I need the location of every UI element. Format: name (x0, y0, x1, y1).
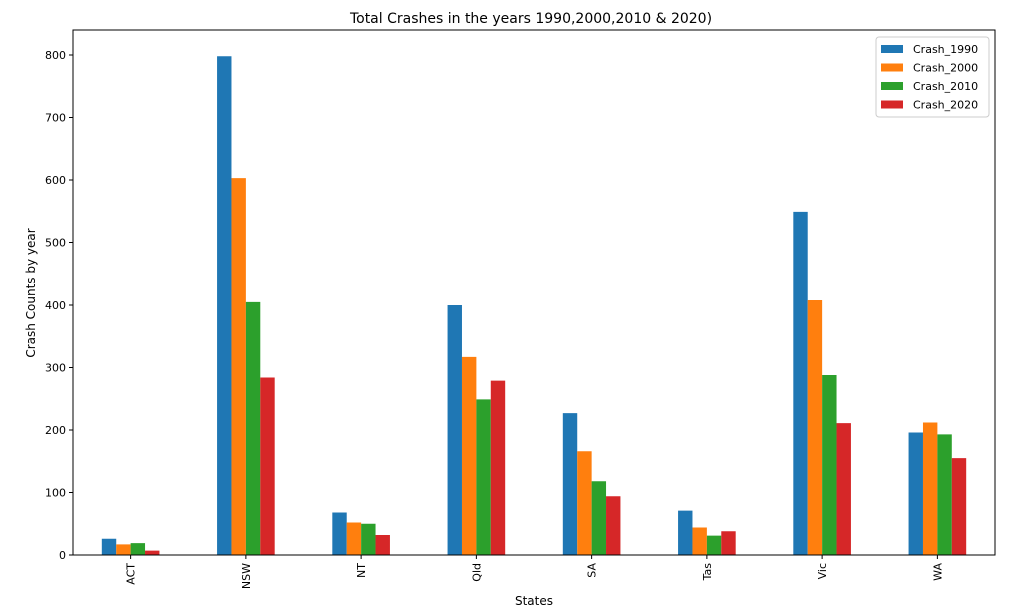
bar-nsw-crash-2000 (231, 178, 246, 556)
y-tick-label: 0 (59, 549, 66, 562)
bar-wa-crash-2020 (951, 458, 967, 556)
y-tick-label: 500 (45, 237, 66, 250)
x-tick-label-tas: Tas (701, 563, 714, 582)
legend-swatch-crash-2010 (881, 82, 903, 90)
chart-title: Total Crashes in the years 1990,2000,201… (349, 11, 712, 27)
bar-vic-crash-2020 (836, 423, 851, 556)
y-tick-label: 300 (45, 362, 66, 375)
y-axis: 0 100 200 300 400 500 600 700 800 (45, 49, 73, 562)
bar-vic-crash-2000 (807, 300, 823, 555)
bar-act-crash-2000 (116, 544, 131, 556)
bar-qld-crash-2020 (490, 380, 506, 556)
bar-sa-crash-2020 (606, 496, 621, 555)
bar-nsw-crash-1990 (217, 56, 232, 555)
bar-tas-crash-2020 (721, 531, 736, 555)
bars-group (101, 56, 967, 556)
bar-tas-crash-2010 (706, 535, 722, 556)
bar-act-crash-2010 (130, 543, 146, 556)
bar-vic-crash-2010 (822, 375, 837, 555)
bar-wa-crash-1990 (908, 432, 923, 555)
bar-wa-crash-2010 (937, 434, 952, 556)
legend-box (875, 36, 990, 118)
x-tick-label-act: ACT (125, 563, 138, 585)
bar-qld-crash-2010 (476, 399, 491, 556)
bar-nt-crash-1990 (332, 512, 347, 555)
x-tick-label-nsw: NSW (240, 563, 253, 589)
bar-sa-crash-2000 (577, 451, 592, 555)
bar-tas-crash-1990 (678, 510, 693, 556)
bar-nsw-crash-2010 (245, 301, 261, 556)
bar-nsw-crash-2020 (260, 377, 275, 555)
x-tick-label-vic: Vic (816, 563, 829, 579)
bar-qld-crash-1990 (447, 305, 462, 555)
y-tick-label: 100 (45, 487, 66, 500)
x-tick-label-sa: SA (586, 563, 599, 578)
x-tick-label-qld: Qld (470, 563, 483, 582)
x-tick-label-nt: NT (355, 563, 368, 578)
x-axis-label: States (515, 594, 553, 608)
y-tick-label: 600 (45, 174, 66, 187)
bar-act-crash-1990 (101, 538, 117, 555)
legend-label-crash-2010: Crash_2010 (913, 80, 978, 93)
plot-frame (72, 29, 996, 556)
x-axis: ACT NSW NT Qld SA Tas Vic WA (125, 555, 944, 589)
legend: Crash_1990 Crash_2000 Crash_2010 Crash_2020 (875, 36, 990, 118)
legend-swatch-crash-2020 (881, 100, 903, 109)
legend-label-crash-1990: Crash_1990 (913, 43, 978, 56)
bar-nt-crash-2010 (361, 523, 376, 555)
y-tick-label: 400 (45, 299, 66, 312)
bar-act-crash-2020 (145, 550, 160, 556)
bar-wa-crash-2000 (922, 422, 938, 555)
legend-label-crash-2000: Crash_2000 (913, 62, 978, 75)
bar-qld-crash-2000 (461, 356, 477, 556)
x-tick-label-wa: WA (931, 563, 944, 581)
y-tick-label: 700 (45, 112, 66, 125)
bar-sa-crash-2010 (591, 481, 607, 555)
bar-nt-crash-2000 (346, 522, 362, 555)
legend-label-crash-2020: Crash_2020 (913, 99, 978, 112)
bar-vic-crash-1990 (793, 211, 808, 556)
y-axis-label: Crash Counts by year (24, 228, 38, 357)
legend-swatch-crash-2000 (881, 63, 903, 72)
legend-swatch-crash-1990 (881, 45, 903, 53)
y-tick-label: 800 (45, 49, 66, 62)
bar-tas-crash-2000 (692, 527, 707, 555)
bar-sa-crash-1990 (562, 413, 578, 556)
bar-nt-crash-2020 (375, 535, 390, 555)
y-tick-label: 200 (45, 424, 66, 437)
